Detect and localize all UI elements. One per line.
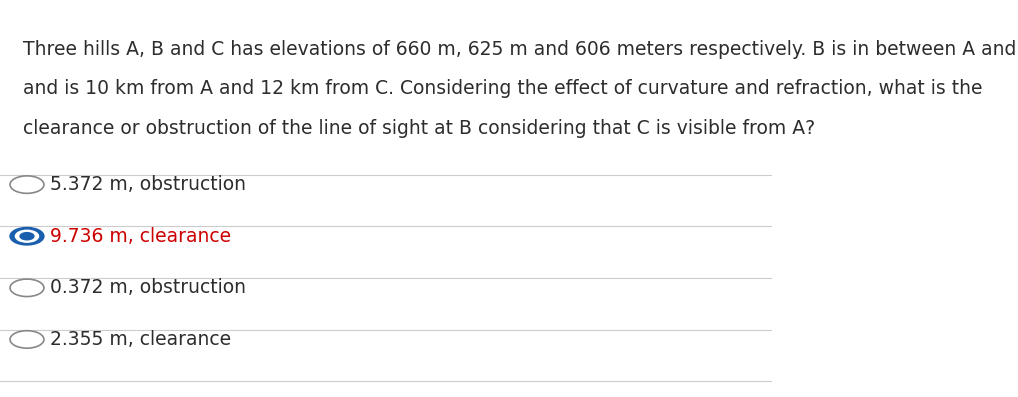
Text: 9.736 m, clearance: 9.736 m, clearance [50, 227, 231, 246]
Text: 5.372 m, obstruction: 5.372 m, obstruction [50, 175, 246, 194]
Circle shape [15, 230, 39, 242]
Text: and is 10 km from A and 12 km from C. Considering the effect of curvature and re: and is 10 km from A and 12 km from C. Co… [23, 79, 982, 98]
Text: clearance or obstruction of the line of sight at B considering that C is visible: clearance or obstruction of the line of … [23, 119, 815, 138]
Text: 2.355 m, clearance: 2.355 m, clearance [50, 330, 231, 349]
Circle shape [10, 227, 44, 245]
Circle shape [20, 233, 34, 240]
Text: 0.372 m, obstruction: 0.372 m, obstruction [50, 278, 246, 297]
Text: Three hills A, B and C has elevations of 660 m, 625 m and 606 meters respectivel: Three hills A, B and C has elevations of… [23, 40, 1018, 59]
